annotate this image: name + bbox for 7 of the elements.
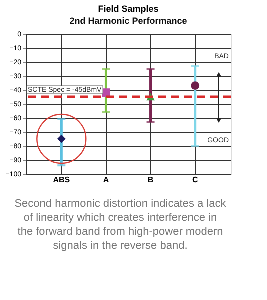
x-tick-label: C: [192, 176, 198, 184]
chart-title: Field Samples: [98, 4, 159, 14]
x-tick-label: ABS: [53, 176, 71, 184]
x-tick-label: B: [148, 176, 154, 184]
text: Second harmonic distortion indicates a lack of linearity which creates interference in the forward band from high-power modern signals in the reverse band.: [14, 198, 227, 252]
chart-subtitle: 2nd Harmonic Performance: [70, 16, 188, 26]
x-tick-label: A: [103, 176, 110, 184]
